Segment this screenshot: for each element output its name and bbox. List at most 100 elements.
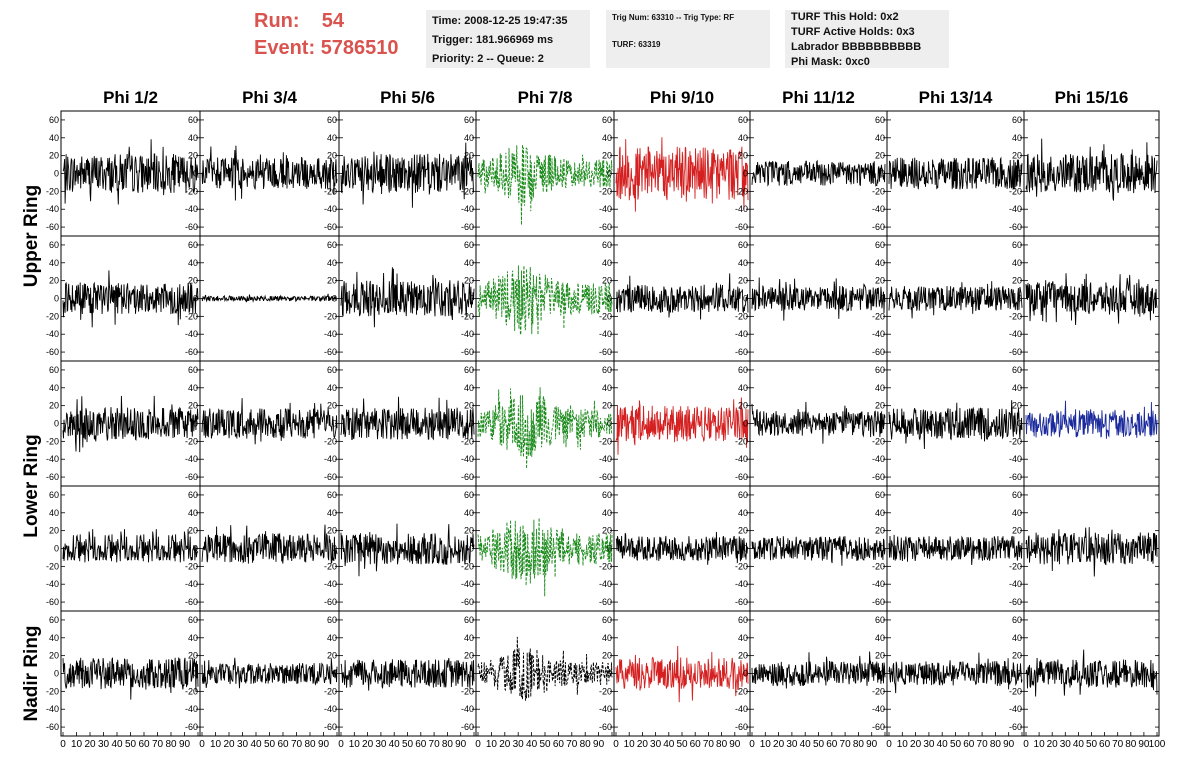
y-tick-label: 60	[464, 115, 474, 125]
y-tick-label: 60	[738, 490, 748, 500]
y-tick-label: 0	[332, 544, 337, 554]
y-tick-label: 40	[464, 508, 474, 518]
panel-frame	[199, 235, 340, 362]
y-tick-label: -40	[599, 329, 612, 339]
y-tick-label: -20	[324, 186, 337, 196]
y-tick-label: 60	[602, 490, 612, 500]
y-tick-label: 60	[738, 615, 748, 625]
waveform-trace	[340, 142, 474, 208]
y-tick-label: 40	[1012, 383, 1022, 393]
x-tick-label: 20	[84, 739, 96, 750]
waveform-trace	[888, 281, 1023, 319]
ring-label: Nadir Ring	[21, 625, 42, 721]
y-tick-label: 40	[464, 383, 474, 393]
waveform-trace	[1025, 649, 1158, 697]
y-tick-label: -40	[1009, 579, 1022, 589]
column-header: Phi 11/12	[782, 88, 855, 107]
y-tick-label: 20	[1012, 151, 1022, 161]
x-tick-label: 50	[125, 739, 137, 750]
x-tick-label: 20	[1047, 739, 1059, 750]
column-header: Phi 7/8	[518, 88, 573, 107]
y-tick-label: -20	[1009, 436, 1022, 446]
y-tick-label: 0	[332, 294, 337, 304]
y-tick-label: -60	[324, 472, 337, 482]
x-tick-label: 10	[897, 739, 909, 750]
x-tick-label: 40	[663, 739, 675, 750]
y-tick-label: 40	[188, 508, 198, 518]
y-tick-label: -40	[185, 704, 198, 714]
y-tick-label: -20	[46, 686, 59, 696]
y-tick-label: -40	[46, 329, 59, 339]
y-tick-label: -40	[324, 329, 337, 339]
y-tick-label: -60	[46, 347, 59, 357]
x-tick-label: 20	[773, 739, 785, 750]
y-tick-label: -60	[872, 597, 885, 607]
y-tick-label: 60	[602, 240, 612, 250]
x-tick-label: 30	[513, 739, 525, 750]
x-tick-label: 90	[593, 739, 605, 750]
y-tick-label: 60	[1012, 490, 1022, 500]
y-tick-label: 20	[602, 151, 612, 161]
x-tick-label: 60	[415, 739, 427, 750]
x-tick-label: 10	[349, 739, 361, 750]
y-tick-label: -60	[599, 222, 612, 232]
waveform-trace	[477, 144, 613, 226]
waveform-trace	[1025, 138, 1158, 201]
y-tick-label: 0	[469, 419, 474, 429]
y-tick-label: 20	[49, 151, 59, 161]
y-tick-label: 20	[738, 276, 748, 286]
y-tick-label: 40	[875, 508, 885, 518]
x-tick-label: 30	[98, 739, 110, 750]
waveform-trace	[62, 529, 199, 563]
ring-label: Upper Ring	[21, 185, 42, 287]
y-tick-label: 40	[602, 633, 612, 643]
y-tick-label: 20	[602, 526, 612, 536]
x-tick-label: 70	[977, 739, 989, 750]
y-tick-label: -40	[461, 704, 474, 714]
y-tick-label: 0	[469, 669, 474, 679]
y-tick-label: 40	[602, 508, 612, 518]
y-tick-label: 60	[738, 240, 748, 250]
y-tick-label: -40	[599, 704, 612, 714]
x-tick-label: 10	[1034, 739, 1046, 750]
waveform-trace	[615, 397, 749, 455]
y-tick-label: -20	[735, 186, 748, 196]
waveform-trace	[615, 273, 749, 320]
x-tick-label: 70	[429, 739, 441, 750]
x-tick-label: 50	[676, 739, 688, 750]
y-tick-label: 40	[602, 258, 612, 268]
y-tick-label: 0	[607, 169, 612, 179]
y-tick-label: 40	[188, 633, 198, 643]
y-tick-label: 60	[875, 115, 885, 125]
x-tick-label: 80	[1125, 739, 1137, 750]
waveform-trace	[201, 398, 338, 445]
y-tick-label: 60	[875, 615, 885, 625]
turf-active-holds-text: TURF Active Holds: 0x3	[791, 26, 915, 38]
x-tick-label: 50	[264, 739, 276, 750]
phi-mask-text: Phi Mask: 0xc0	[791, 56, 870, 68]
waveform-trace	[1025, 273, 1158, 326]
x-tick-label: 0	[1023, 739, 1029, 750]
y-tick-label: -20	[461, 436, 474, 446]
y-tick-label: 40	[327, 383, 337, 393]
y-tick-label: 0	[332, 419, 337, 429]
y-tick-label: 20	[49, 526, 59, 536]
y-tick-label: 40	[875, 383, 885, 393]
x-tick-label: 0	[886, 739, 892, 750]
y-tick-label: 40	[738, 508, 748, 518]
y-tick-label: 0	[743, 419, 748, 429]
y-tick-label: 20	[602, 276, 612, 286]
y-tick-label: -20	[324, 561, 337, 571]
waveform-trace	[888, 400, 1023, 450]
x-tick-label: 40	[111, 739, 123, 750]
trigger-text: Trigger: 181.966969 ms	[432, 34, 554, 46]
y-tick-label: 0	[1017, 544, 1022, 554]
y-tick-label: 20	[188, 151, 198, 161]
y-tick-label: -60	[324, 722, 337, 732]
waveform-trace	[340, 523, 475, 577]
x-tick-label: 30	[237, 739, 249, 750]
y-tick-label: 40	[738, 633, 748, 643]
y-tick-label: 40	[738, 383, 748, 393]
y-tick-label: -20	[1009, 686, 1022, 696]
y-tick-label: -40	[46, 704, 59, 714]
